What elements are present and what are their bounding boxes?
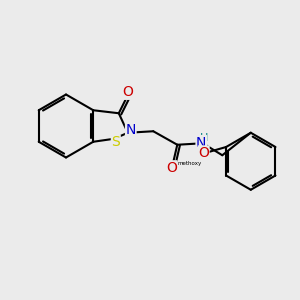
Text: O: O [198,146,209,160]
Text: H: H [200,133,208,143]
Text: O: O [166,161,177,175]
Text: S: S [111,135,120,149]
Text: methoxy: methoxy [178,161,202,166]
Text: N: N [196,136,206,150]
Text: N: N [126,123,136,137]
Text: O: O [122,85,133,99]
